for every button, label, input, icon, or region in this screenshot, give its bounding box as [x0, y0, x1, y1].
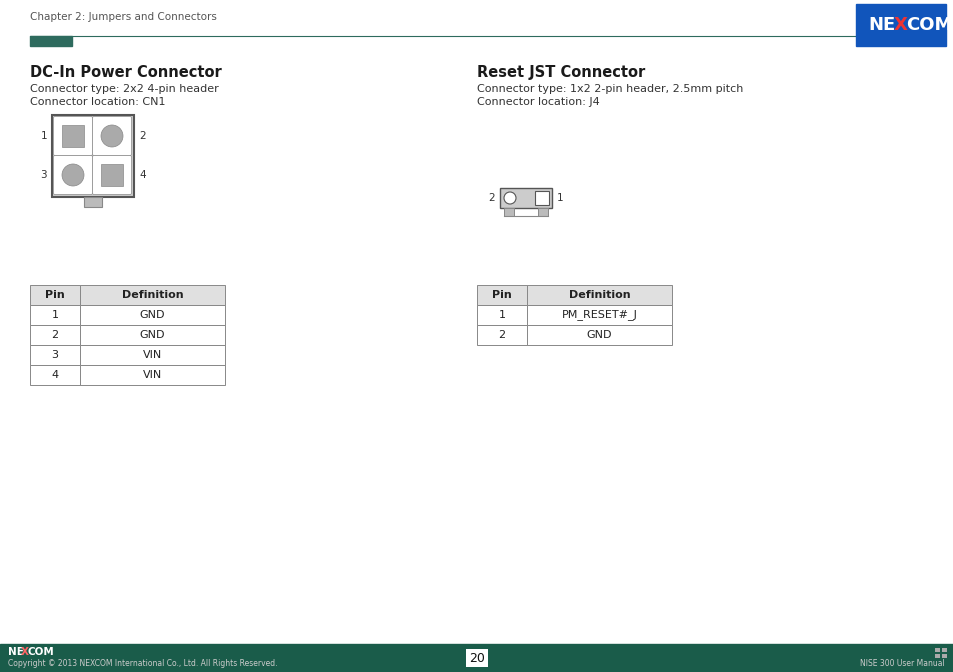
Text: Connector location: CN1: Connector location: CN1 [30, 97, 165, 107]
Bar [476, 305, 526, 325]
Text: X: X [21, 647, 29, 657]
Bar [52, 115, 133, 197]
Text: 1: 1 [557, 193, 563, 203]
Text: 4: 4 [139, 170, 146, 180]
Bar [62, 125, 84, 147]
Text: Definition: Definition [122, 290, 183, 300]
Bar [30, 345, 80, 365]
Bar [934, 654, 939, 658]
Text: COM: COM [905, 16, 951, 34]
Bar [101, 164, 123, 186]
Bar [84, 197, 102, 207]
Text: Pin: Pin [492, 290, 512, 300]
Bar [941, 654, 946, 658]
Bar [80, 345, 225, 365]
Text: DC-In Power Connector: DC-In Power Connector [30, 65, 221, 80]
Bar [476, 285, 526, 305]
FancyBboxPatch shape [53, 155, 92, 194]
Text: Connector type: 1x2 2-pin header, 2.5mm pitch: Connector type: 1x2 2-pin header, 2.5mm … [476, 84, 742, 94]
Bar [0, 644, 953, 672]
Text: Connector location: J4: Connector location: J4 [476, 97, 599, 107]
Text: NISE 300 User Manual: NISE 300 User Manual [860, 659, 944, 669]
Bar [30, 325, 80, 345]
Bar [80, 365, 225, 385]
Bar [30, 365, 80, 385]
Text: 2: 2 [488, 193, 495, 203]
Text: 1: 1 [51, 310, 58, 320]
Text: GND: GND [586, 330, 612, 340]
Bar [503, 208, 514, 216]
Text: COM: COM [28, 647, 54, 657]
Text: Pin: Pin [45, 290, 65, 300]
Text: 2: 2 [497, 330, 505, 340]
Text: VIN: VIN [143, 370, 162, 380]
Bar [855, 4, 945, 46]
Bar [526, 285, 671, 305]
Bar [80, 305, 225, 325]
Text: 1: 1 [498, 310, 505, 320]
Circle shape [62, 164, 84, 186]
Text: 4: 4 [51, 370, 58, 380]
Text: GND: GND [139, 310, 165, 320]
Bar [941, 648, 946, 652]
Text: 3: 3 [40, 170, 47, 180]
Text: Connector type: 2x2 4-pin header: Connector type: 2x2 4-pin header [30, 84, 218, 94]
Bar [30, 305, 80, 325]
Text: NE: NE [867, 16, 894, 34]
Text: 3: 3 [51, 350, 58, 360]
FancyBboxPatch shape [92, 155, 132, 194]
Circle shape [503, 192, 516, 204]
Text: PM_RESET#_J: PM_RESET#_J [561, 310, 637, 321]
Text: Reset JST Connector: Reset JST Connector [476, 65, 644, 80]
Bar [499, 188, 552, 208]
Text: 20: 20 [469, 651, 484, 665]
Bar [526, 305, 671, 325]
Text: 2: 2 [51, 330, 58, 340]
FancyBboxPatch shape [53, 116, 92, 155]
Text: Chapter 2: Jumpers and Connectors: Chapter 2: Jumpers and Connectors [30, 12, 216, 22]
Circle shape [101, 125, 123, 147]
Bar [30, 285, 80, 305]
Bar [80, 285, 225, 305]
Text: GND: GND [139, 330, 165, 340]
Text: NE: NE [8, 647, 24, 657]
Bar [476, 325, 526, 345]
Bar [537, 208, 547, 216]
Bar [526, 325, 671, 345]
Text: Definition: Definition [568, 290, 630, 300]
Bar [80, 325, 225, 345]
Text: Copyright © 2013 NEXCOM International Co., Ltd. All Rights Reserved.: Copyright © 2013 NEXCOM International Co… [8, 659, 277, 669]
Bar [934, 648, 939, 652]
Bar [535, 191, 548, 205]
FancyBboxPatch shape [92, 116, 132, 155]
Text: VIN: VIN [143, 350, 162, 360]
Text: X: X [893, 16, 907, 34]
Bar [30, 36, 71, 46]
Text: 2: 2 [139, 131, 146, 141]
Text: 1: 1 [40, 131, 47, 141]
